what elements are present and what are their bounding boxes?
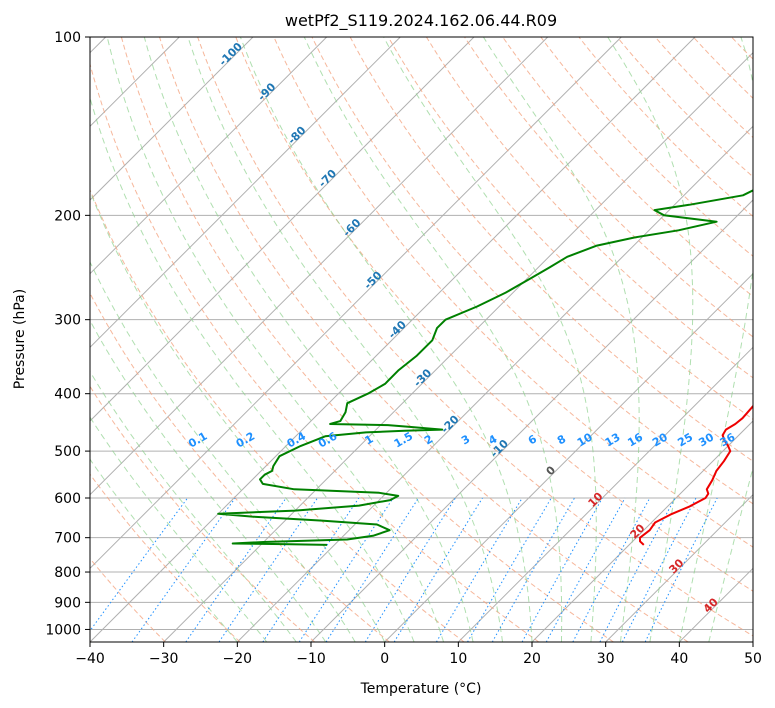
isotherm-line	[90, 37, 549, 496]
mixing-ratio-line	[185, 497, 287, 642]
x-tick-label: 40	[670, 651, 688, 667]
mixing-ratio-line	[90, 497, 188, 632]
isotherm-line	[310, 199, 753, 642]
y-tick-label: 700	[54, 531, 81, 547]
moist-adiabat-line	[239, 37, 533, 642]
dry-adiabat-line	[90, 473, 241, 642]
moist-adiabat-line	[90, 260, 356, 642]
y-tick-label: 800	[54, 565, 81, 581]
data-lines	[217, 189, 753, 546]
dry-adiabat-line	[540, 37, 753, 257]
isotherm-line	[90, 37, 696, 642]
x-tick-label: −20	[223, 651, 253, 667]
mixing-ratio-line	[572, 497, 651, 642]
x-axis-label: Temperature (°C)	[360, 681, 482, 697]
dry-adiabat-line	[120, 37, 614, 642]
mixing-ratio-line	[599, 497, 676, 642]
mixing-ratio-line	[298, 497, 394, 642]
dry-adiabat-line	[159, 37, 689, 642]
moist-adiabat-line	[90, 189, 386, 642]
dry-adiabat-line	[90, 188, 465, 642]
isotherm-line	[236, 125, 753, 642]
isotherm-line	[531, 420, 753, 642]
mixing-ratio-line	[521, 497, 603, 642]
isotherm-line	[605, 493, 753, 642]
moist-adiabat-line	[90, 458, 238, 642]
moist-adiabat-line	[143, 37, 474, 642]
mixing-ratio-line	[364, 497, 456, 642]
isotherm-line	[90, 37, 328, 275]
temperature-profile-line	[639, 404, 753, 546]
chart-title: wetPf2_S119.2024.162.06.44.R09	[285, 11, 557, 31]
isotherm-line	[90, 37, 475, 422]
y-tick-label: 500	[54, 444, 81, 460]
isotherm-line	[90, 37, 254, 201]
x-tick-label: −40	[75, 651, 105, 667]
y-tick-label: 400	[54, 387, 81, 403]
dry-adiabat-line	[578, 37, 753, 218]
y-tick-label: 100	[54, 30, 81, 46]
dry-adiabat-line	[90, 385, 316, 642]
dry-adiabat-line	[90, 292, 390, 642]
y-tick-label: 200	[54, 208, 81, 224]
moist-adiabat-line	[482, 37, 640, 642]
dewpoint-profile-line	[217, 189, 753, 546]
mixing-ratio-line	[393, 497, 483, 642]
x-tick-label: 20	[523, 651, 541, 667]
plot-frame	[89, 36, 754, 643]
y-tick-label: 600	[54, 491, 81, 507]
moist-adiabat-line	[303, 37, 563, 642]
dry-adiabat-line	[425, 37, 753, 379]
y-tick-label: 900	[54, 595, 81, 611]
x-tick-label: 30	[597, 651, 615, 667]
dry-adiabat-line	[273, 37, 753, 548]
mixing-ratio-line	[621, 497, 697, 642]
x-tick-label: −30	[149, 651, 179, 667]
isotherm-line	[90, 37, 401, 349]
dry-adiabat-line	[311, 37, 753, 505]
mixing-ratio-line	[131, 497, 236, 642]
moist-adiabat-line	[90, 96, 415, 642]
y-tick-label: 1000	[45, 622, 81, 638]
isotherm-line	[90, 37, 622, 570]
dry-adiabat-line	[464, 37, 753, 338]
moist-adiabat-line	[708, 466, 753, 642]
y-axis-label: Pressure (hPa)	[12, 289, 28, 389]
moist-adiabat-line	[607, 37, 694, 642]
dry-adiabat-line	[90, 62, 540, 642]
mixing-ratio-line	[218, 497, 318, 642]
axis-ticks: −40 −30 −20 −10 0 10 20 30 40 50 100 200 300 400 500 60…	[45, 30, 762, 667]
dry-adiabat-line	[235, 37, 753, 592]
mixing-ratio-line	[545, 497, 626, 642]
x-tick-label: 0	[380, 651, 389, 667]
mixing-ratio-line	[325, 497, 419, 642]
dry-adiabat-line	[349, 37, 753, 462]
isotherm-line	[384, 272, 753, 642]
x-tick-label: 10	[449, 651, 467, 667]
y-tick-label: 300	[54, 313, 81, 329]
x-tick-label: −10	[296, 651, 326, 667]
moist-adiabat-line	[187, 37, 503, 642]
x-tick-label: 50	[744, 651, 762, 667]
moist-adiabat-line	[383, 37, 597, 642]
moist-adiabat-line	[90, 416, 268, 642]
moist-adiabat-line	[678, 37, 753, 642]
moist-adiabat-line	[90, 370, 297, 642]
moist-adiabat-line	[106, 37, 445, 642]
mixing-ratio-line	[644, 497, 718, 642]
